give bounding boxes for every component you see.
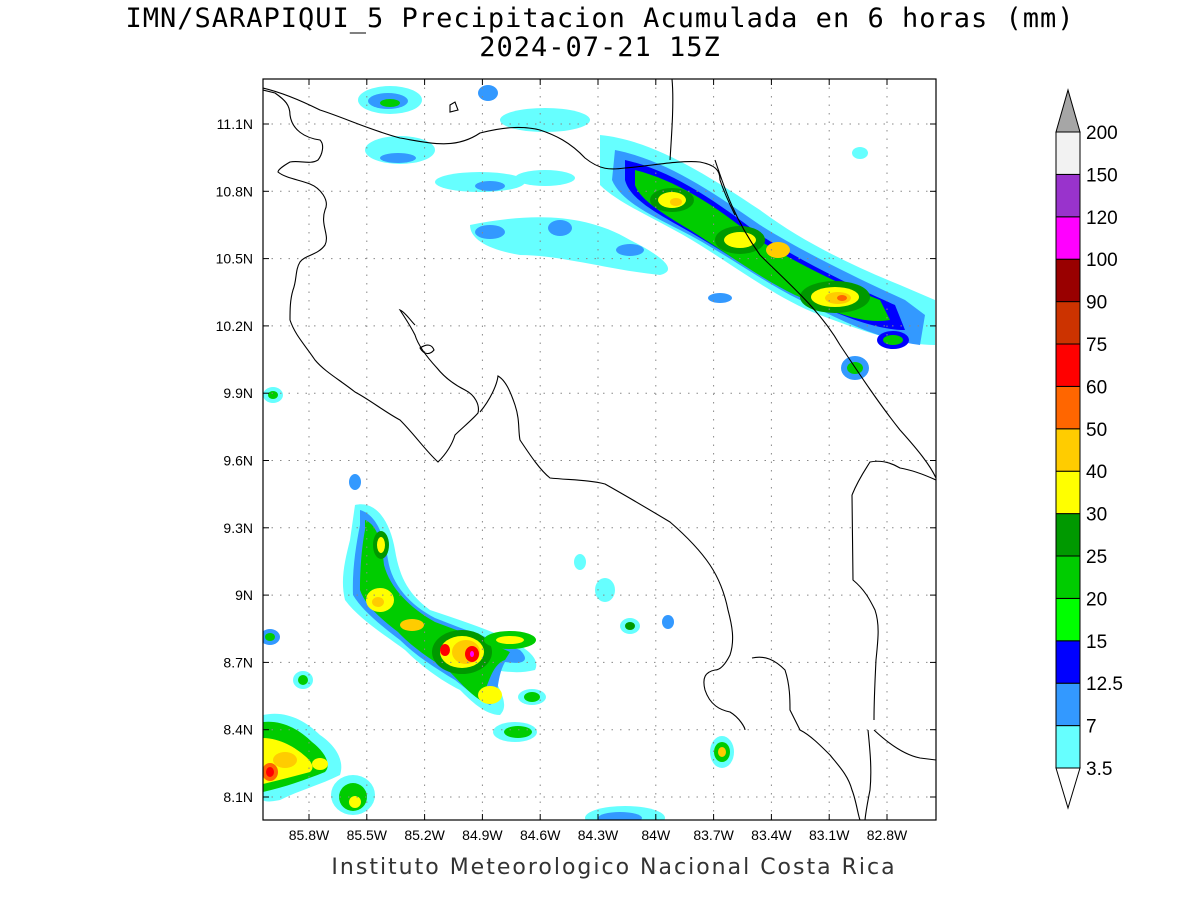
precipitation-field [263,85,935,820]
colorbar-level-label: 3.5 [1086,759,1112,780]
colorbar: 3.5 7 12.5 15 20 25 30 40 50 60 75 90 100 120 150 200 [1055,88,1123,810]
colorbar-swatch [1055,513,1081,557]
map-title: IMN/SARAPIQUI_5 Precipitacion Acumulada … [125,3,1075,34]
colorbar-swatch [1055,131,1081,175]
lon-tick-label: 82.8W [867,827,908,843]
colorbar-swatch [1055,428,1081,472]
colorbar-level-label: 90 [1086,293,1107,314]
colorbar-under-arrow [1055,767,1081,810]
lat-tick-label: 9N [235,587,253,603]
colorbar-over-arrow [1055,88,1081,133]
colorbar-swatch [1055,385,1081,430]
colorbar-level-label: 100 [1086,250,1118,271]
plot-frame [262,78,937,821]
colorbar-level-label: 60 [1086,377,1107,398]
lon-tick-label: 83.7W [693,827,734,843]
colorbar-level-label: 12.5 [1086,674,1123,695]
lon-tick-label: 84.3W [578,827,619,843]
map-datetime: 2024-07-21 15Z [479,32,721,63]
colorbar-swatch [1055,682,1081,727]
colorbar-level-label: 30 [1086,505,1107,526]
lon-tick-label: 85.5W [347,827,388,843]
colorbar-level-label: 7 [1086,717,1097,738]
lon-tick-label: 84W [641,827,671,843]
lat-tick-label: 8.7N [223,654,253,670]
lon-tick-label: 84.6W [520,827,561,843]
footer-credit: Instituto Meteorologico Nacional Costa R… [331,855,897,880]
lon-tick-label: 83.1W [809,827,850,843]
lat-tick-label: 10.2N [216,318,253,334]
colorbar-swatch [1055,640,1081,684]
colorbar-level-label: 200 [1086,123,1118,144]
map-axes: 85.8W 85.5W 85.2W 84.9W 84.6W 84.3W 84W 83.7W 83… [216,79,936,843]
colorbar-level-label: 25 [1086,547,1107,568]
lat-tick-label: 9.3N [223,520,253,536]
colorbar-level-label: 150 [1086,165,1118,186]
colorbar-swatch [1055,258,1081,303]
lon-tick-label: 85.8W [289,827,330,843]
colorbar-level-label: 20 [1086,589,1107,610]
lat-tick-label: 8.1N [223,789,253,805]
colorbar-swatch [1055,725,1081,769]
lat-tick-label: 8.4N [223,722,253,738]
lat-tick-label: 10.8N [216,183,253,199]
colorbar-swatch [1055,470,1081,515]
lat-tick-label: 10.5N [216,251,253,267]
lat-tick-label: 9.6N [223,453,253,469]
lat-tick-label: 11.1N [217,116,253,132]
colorbar-swatch [1055,216,1081,260]
colorbar-level-label: 50 [1086,420,1107,441]
lon-tick-label: 83.4W [751,827,792,843]
lon-tick-label: 84.9W [462,827,503,843]
colorbar-level-label: 40 [1086,462,1107,483]
colorbar-swatch [1055,597,1081,642]
colorbar-level-label: 15 [1086,632,1107,653]
colorbar-swatch [1055,343,1081,387]
colorbar-swatch [1055,173,1081,218]
coastlines [263,79,936,820]
colorbar-swatch [1055,301,1081,345]
lat-lon-grid [263,79,936,820]
colorbar-level-label: 75 [1086,335,1107,356]
lon-tick-label: 85.2W [404,827,445,843]
lat-tick-label: 9.9N [223,385,253,401]
colorbar-swatch [1055,555,1081,599]
colorbar-level-label: 120 [1086,208,1118,229]
